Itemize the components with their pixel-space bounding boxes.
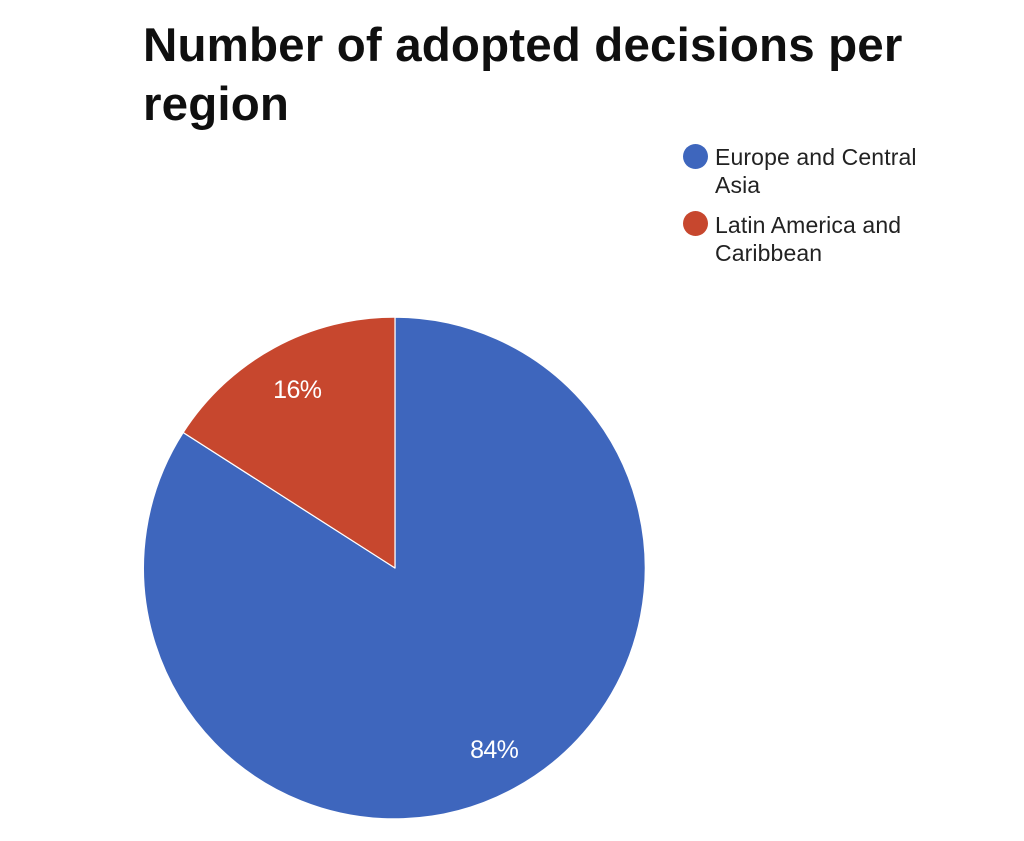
svg-text:84%: 84% [470,736,519,764]
svg-text:16%: 16% [273,376,322,404]
